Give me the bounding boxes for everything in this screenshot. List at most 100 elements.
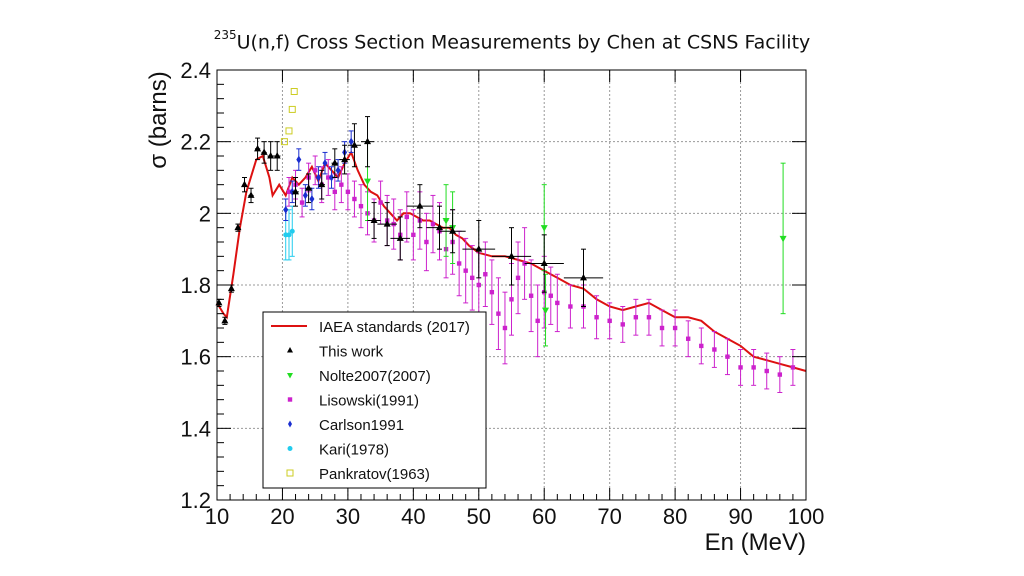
this_work-marker [436,223,444,231]
nolte-marker [542,307,550,315]
this_work-point [563,248,604,307]
lisowski-point [567,284,573,329]
this_work-point [426,205,453,250]
x-tick-label: 80 [663,504,687,529]
lisowski-point [548,266,554,325]
lisowski-point [358,184,364,229]
nolte-marker [540,225,548,232]
lisowski-point [711,331,717,368]
carlson-marker [283,205,289,214]
legend-swatch-marker [288,420,292,428]
carlson-point [348,130,354,153]
lisowski-marker [339,182,344,187]
lisowski-point [659,309,665,347]
nolte-marker [364,178,372,186]
lisowski-marker [456,261,462,266]
y-axis-label: σ (barns) [145,71,172,169]
y-tick-label: 2.4 [180,58,211,83]
x-tick-label: 70 [597,504,621,529]
this_work-marker [540,259,548,266]
this_work-point [234,223,242,232]
lisowski-point [410,209,416,261]
lisowski-marker [777,372,783,377]
legend-entry-iaea: IAEA standards (2017) [271,319,470,336]
legend-entry-pankratov: Pankratov(1963) [286,466,430,483]
legend-swatch-marker [287,446,293,451]
legend-entry-this_work: This work [287,344,384,361]
lisowski-point [489,259,495,325]
this_work-marker [247,191,255,198]
lisowski-marker [509,297,514,302]
legend-label: Carlson1991 [319,417,404,434]
this_work-point [462,220,496,279]
lisowski-marker [764,368,769,374]
y-tick-label: 1.2 [180,488,211,513]
kari-point [286,209,292,261]
lisowski-marker [326,175,331,180]
pankratov-point [285,127,293,135]
this_work-point [247,187,255,204]
lisowski-marker [535,318,540,324]
this_work-marker [234,223,242,231]
this_work-point [339,144,350,175]
x-tick-label: 30 [336,504,360,529]
this_work-marker [341,155,349,163]
lisowski-point [515,241,521,315]
lisowski-point [286,177,292,207]
carlson-marker [309,195,315,203]
y-tick-label: 2.2 [180,130,211,155]
pankratov-marker [290,88,298,95]
legend-swatch-marker [286,469,294,477]
lisowski-marker [686,336,691,341]
lisowski-marker [548,293,553,298]
this_work-marker [508,252,515,259]
legend-label: This work [319,344,384,361]
this_work-marker [305,184,313,191]
lisowski-marker [725,354,730,359]
lisowski-marker [312,168,318,173]
this_work-marker [267,152,275,159]
legend-entry-kari: Kari(1978) [287,442,389,459]
lisowski-marker [352,196,357,202]
lisowski-point [456,230,462,297]
lisowski-marker [633,315,639,320]
axis-ticks: 10 20 30 40 50 60 70 80 90 100 1.2 1.4 1.6 1.8 2 2.2 2.4 [180,58,824,529]
lisowski-point [554,273,560,333]
this_work-point [347,123,361,168]
pankratov-point [280,138,288,146]
lisowski-marker [790,365,796,370]
lisowski-point [751,349,757,386]
lisowski-point [378,180,384,225]
kari-marker [289,228,295,234]
lisowski-marker [672,325,678,331]
lisowski-point [463,237,469,304]
lisowski-point [672,309,678,347]
lisowski-point [482,241,488,307]
this_work-marker [273,152,281,159]
x-tick-label: 50 [467,504,491,529]
lisowski-point [620,306,626,343]
this_work-marker [240,180,248,188]
data-points-group [215,88,796,393]
lisowski-point [646,298,652,336]
legend-entry-lisowski: Lisowski(1991) [287,393,419,410]
lisowski-point [299,187,305,218]
this_work-point [273,141,281,171]
legend-label: Pankratov(1963) [319,466,430,483]
lisowski-point [738,349,744,386]
x-tick-label: 10 [205,504,229,529]
this_work-point [367,202,381,239]
lisowski-marker [594,315,599,320]
legend-label: Lisowski(1991) [319,393,419,410]
y-tick-label: 2 [199,201,211,226]
lisowski-marker [496,311,501,316]
lisowski-point [351,180,357,218]
legend-label: Nolte2007(2007) [319,368,431,385]
carlson-marker [322,159,328,168]
this_work-marker [221,316,229,324]
lisowski-marker [712,347,717,352]
lisowski-marker [411,232,416,238]
this_work-point [240,177,248,193]
lisowski-point [312,155,318,186]
lisowski-marker [620,322,625,327]
